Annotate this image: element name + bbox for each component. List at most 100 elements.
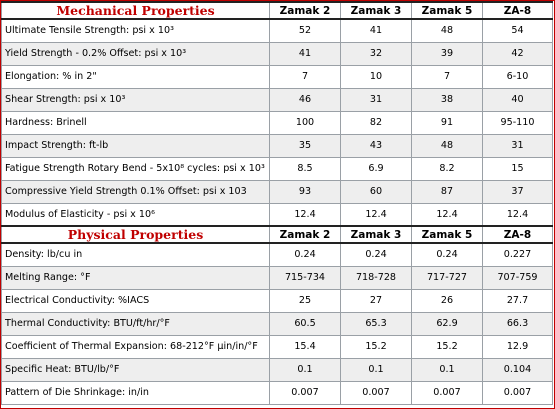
property-value: 46 [269, 87, 341, 112]
property-label: Elongation: % in 2" [1, 64, 270, 89]
table-row: Coefficient of Thermal Expansion: 68-212… [1, 334, 553, 359]
property-value: 12.4 [269, 202, 341, 227]
property-label: Hardness: Brinell [1, 110, 270, 135]
property-value: 41 [269, 41, 341, 66]
property-value: 707-759 [482, 265, 553, 290]
property-value: 26 [411, 288, 483, 313]
property-value: 15.2 [411, 334, 483, 359]
property-value: 41 [340, 18, 412, 43]
property-value: 7 [411, 64, 483, 89]
property-label: Shear Strength: psi x 10³ [1, 87, 270, 112]
property-value: 27.7 [482, 288, 553, 313]
property-value: 0.104 [482, 357, 553, 382]
property-value: 66.3 [482, 311, 553, 336]
property-value: 62.9 [411, 311, 483, 336]
table-row: Shear Strength: psi x 10³ 46 31 38 40 [1, 87, 553, 112]
property-value: 40 [482, 87, 553, 112]
property-value: 54 [482, 18, 553, 43]
property-label: Fatigue Strength Rotary Bend - 5x10⁸ cyc… [1, 156, 270, 181]
property-value: 32 [340, 41, 412, 66]
property-value: 39 [411, 41, 483, 66]
table-row: Thermal Conductivity: BTU/ft/hr/°F 60.5 65… [1, 311, 553, 336]
property-label: Electrical Conductivity: %IACS [1, 288, 270, 313]
column-header-zamak-2: Zamak 2 [269, 225, 341, 244]
property-label: Density: lb/cu in [1, 242, 270, 267]
property-value: 48 [411, 133, 483, 158]
property-label: Modulus of Elasticity - psi x 10⁶ [1, 202, 270, 227]
table-row: Density: lb/cu in 0.24 0.24 0.24 0.227 [1, 242, 553, 267]
property-label: Pattern of Die Shrinkage: in/in [1, 380, 270, 405]
table-row: Specific Heat: BTU/lb/°F 0.1 0.1 0.1 0.104 [1, 357, 553, 382]
property-value: 12.4 [482, 202, 553, 227]
property-value: 37 [482, 179, 553, 204]
property-value: 0.24 [340, 242, 412, 267]
property-value: 31 [340, 87, 412, 112]
table-row: Elongation: % in 2" 7 10 7 6-10 [1, 64, 553, 89]
property-value: 12.4 [340, 202, 412, 227]
property-label: Impact Strength: ft-lb [1, 133, 270, 158]
property-value: 0.007 [340, 380, 412, 405]
property-value: 12.4 [411, 202, 483, 227]
property-value: 15.4 [269, 334, 341, 359]
column-header-zamak-2: Zamak 2 [269, 1, 341, 20]
table-row: Melting Range: °F 715-734 718-728 717-727 70… [1, 265, 553, 290]
property-label: Compressive Yield Strength 0.1% Offset: … [1, 179, 270, 204]
property-value: 38 [411, 87, 483, 112]
property-label: Yield Strength - 0.2% Offset: psi x 10³ [1, 41, 270, 66]
property-value: 42 [482, 41, 553, 66]
table-row: Pattern of Die Shrinkage: in/in 0.007 0.00… [1, 380, 553, 405]
property-value: 718-728 [340, 265, 412, 290]
property-value: 52 [269, 18, 341, 43]
property-value: 87 [411, 179, 483, 204]
property-value: 35 [269, 133, 341, 158]
property-value: 43 [340, 133, 412, 158]
physical-header-row: Physical Properties Zamak 2 Zamak 3 Zama… [1, 225, 553, 244]
column-header-zamak-3: Zamak 3 [340, 225, 412, 244]
property-value: 0.007 [482, 380, 553, 405]
table-row: Fatigue Strength Rotary Bend - 5x10⁸ cyc… [1, 156, 553, 181]
property-value: 715-734 [269, 265, 341, 290]
property-label: Melting Range: °F [1, 265, 270, 290]
property-value: 8.5 [269, 156, 341, 181]
property-value: 0.1 [411, 357, 483, 382]
property-value: 100 [269, 110, 341, 135]
table-row: Modulus of Elasticity - psi x 10⁶ 12.4 12.… [1, 202, 553, 227]
property-value: 93 [269, 179, 341, 204]
mechanical-header-row: Mechanical Properties Zamak 2 Zamak 3 Za… [1, 1, 553, 20]
property-value: 25 [269, 288, 341, 313]
table-row: Hardness: Brinell 100 82 91 95-110 [1, 110, 553, 135]
property-value: 6.9 [340, 156, 412, 181]
property-value: 0.24 [269, 242, 341, 267]
property-value: 10 [340, 64, 412, 89]
table-row: Electrical Conductivity: %IACS 25 27 26 27.7 [1, 288, 553, 313]
property-value: 60.5 [269, 311, 341, 336]
column-header-zamak-3: Zamak 3 [340, 1, 412, 20]
property-value: 8.2 [411, 156, 483, 181]
property-value: 15 [482, 156, 553, 181]
property-value: 717-727 [411, 265, 483, 290]
table-row: Ultimate Tensile Strength: psi x 10³ 52 41… [1, 18, 553, 43]
property-label: Thermal Conductivity: BTU/ft/hr/°F [1, 311, 270, 336]
property-value: 15.2 [340, 334, 412, 359]
property-value: 0.007 [269, 380, 341, 405]
column-header-zamak-5: Zamak 5 [411, 1, 483, 20]
property-value: 91 [411, 110, 483, 135]
column-header-za-8: ZA-8 [482, 1, 553, 20]
property-value: 6-10 [482, 64, 553, 89]
property-value: 65.3 [340, 311, 412, 336]
property-value: 60 [340, 179, 412, 204]
property-value: 0.007 [411, 380, 483, 405]
table-row: Impact Strength: ft-lb 35 43 48 31 [1, 133, 553, 158]
property-value: 31 [482, 133, 553, 158]
property-value: 0.1 [269, 357, 341, 382]
column-header-zamak-5: Zamak 5 [411, 225, 483, 244]
property-label: Ultimate Tensile Strength: psi x 10³ [1, 18, 270, 43]
mechanical-properties-title: Mechanical Properties [1, 1, 270, 20]
property-value: 82 [340, 110, 412, 135]
physical-properties-title: Physical Properties [1, 225, 270, 244]
table-row: Compressive Yield Strength 0.1% Offset: … [1, 179, 553, 204]
property-value: 7 [269, 64, 341, 89]
property-value: 48 [411, 18, 483, 43]
